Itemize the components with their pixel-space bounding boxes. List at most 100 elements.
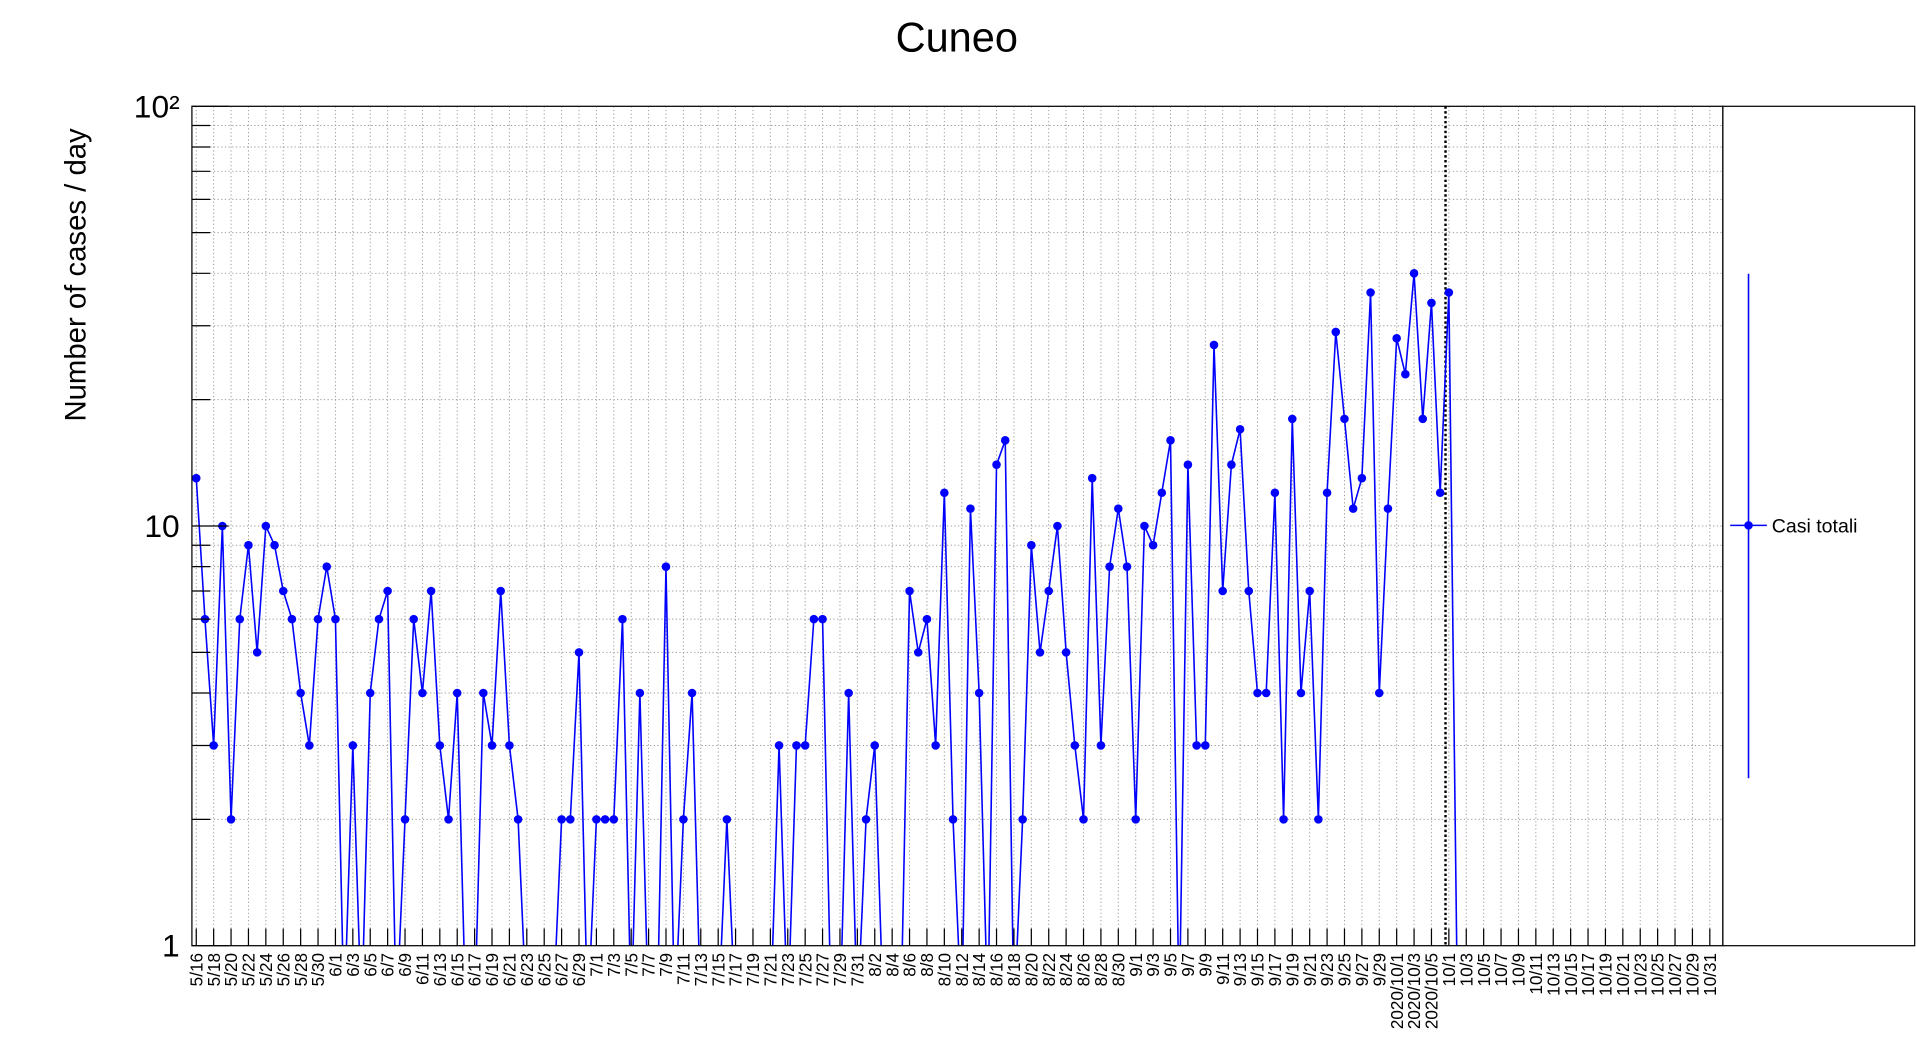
data-point — [400, 815, 410, 824]
data-point — [635, 688, 645, 698]
x-tick-label: 10/25 — [1649, 953, 1668, 996]
x-tick-label: 5/18 — [205, 953, 224, 986]
x-tick-label: 9/5 — [1162, 953, 1181, 977]
legend-box — [1722, 105, 1916, 947]
data-point — [1374, 688, 1384, 698]
data-point — [1296, 688, 1306, 698]
data-point — [800, 741, 810, 750]
x-tick-label: 8/4 — [883, 953, 902, 977]
data-point — [1340, 414, 1349, 424]
x-tick-label: 10/11 — [1527, 953, 1546, 995]
x-tick-label: 7/31 — [848, 953, 867, 986]
data-point — [1322, 488, 1332, 498]
x-tick-label: 7/25 — [796, 953, 815, 986]
data-point — [496, 586, 505, 596]
data-point — [913, 648, 923, 657]
data-point — [992, 460, 1001, 469]
y-tick-label: 10 — [144, 508, 179, 544]
data-point — [1383, 504, 1393, 513]
x-tick-label: 7/1 — [588, 953, 607, 977]
data-point — [974, 688, 984, 698]
data-point — [487, 741, 497, 750]
x-tick-label: 8/6 — [901, 953, 920, 977]
data-point — [609, 815, 619, 824]
x-tick-label: 5/28 — [292, 953, 311, 986]
data-point — [1166, 436, 1175, 445]
x-tick-label: 7/19 — [744, 953, 763, 986]
data-point — [600, 815, 610, 824]
x-tick-label: 10/31 — [1701, 953, 1720, 996]
data-point — [287, 614, 297, 624]
data-point — [365, 688, 375, 698]
data-point — [679, 815, 688, 824]
data-point — [618, 614, 627, 624]
data-point — [1070, 741, 1080, 750]
data-point — [1079, 815, 1088, 824]
data-point — [1401, 369, 1410, 379]
x-tick-label: 10/1 — [1440, 953, 1459, 986]
data-point — [1105, 562, 1114, 571]
data-point — [305, 741, 314, 750]
x-tick-label: 10/9 — [1510, 953, 1529, 986]
x-tick-label: 10/21 — [1614, 953, 1633, 996]
data-point — [374, 614, 384, 624]
x-tick-label: 8/22 — [1040, 953, 1059, 986]
x-tick-label: 10/19 — [1597, 953, 1616, 996]
x-tick-label: 10/29 — [1684, 953, 1703, 996]
x-tick-label: 10/13 — [1544, 953, 1563, 996]
x-tick-label: 6/13 — [431, 953, 450, 986]
data-point — [1261, 688, 1271, 698]
data-point — [435, 741, 445, 750]
data-point — [1305, 586, 1314, 596]
legend: Casi totali — [1730, 273, 1858, 779]
data-point — [479, 688, 488, 698]
data-point — [1201, 741, 1210, 750]
x-tick-label: 9/25 — [1336, 953, 1355, 986]
data-point — [278, 586, 288, 596]
x-tick-label: 8/2 — [866, 953, 885, 977]
x-tick-label: 8/16 — [988, 953, 1007, 986]
x-tick-label: 7/27 — [814, 953, 833, 986]
data-point — [592, 815, 601, 824]
data-point — [444, 815, 453, 824]
x-tick-label: 6/29 — [570, 953, 589, 986]
data-point — [270, 540, 279, 550]
x-tick-label: 6/15 — [448, 953, 467, 986]
x-tick-label: 9/15 — [1249, 953, 1268, 986]
x-tick-label: 7/3 — [605, 953, 624, 977]
data-point — [1183, 460, 1193, 469]
data-point — [1157, 488, 1167, 498]
data-point — [1061, 648, 1071, 657]
data-point — [296, 688, 305, 698]
x-tick-label: 7/29 — [831, 953, 850, 986]
data-point — [722, 815, 732, 824]
data-point — [1444, 288, 1454, 297]
x-tick-label: 7/13 — [692, 953, 711, 986]
x-tick-label: 7/7 — [640, 953, 659, 977]
data-point — [1235, 425, 1245, 434]
data-point — [1131, 815, 1140, 824]
data-point — [1018, 815, 1027, 824]
legend-marker — [1744, 521, 1753, 530]
y-tick-label: 1 — [162, 928, 180, 964]
data-point — [966, 504, 975, 513]
data-point — [1114, 504, 1123, 513]
data-point — [313, 614, 323, 624]
data-point — [1270, 488, 1280, 498]
data-point — [1418, 414, 1428, 424]
x-tick-label: 6/25 — [535, 953, 554, 986]
data-point — [1435, 488, 1445, 498]
x-tick-label: 10/5 — [1475, 953, 1494, 986]
x-tick-label: 6/5 — [361, 953, 380, 977]
data-point — [661, 562, 671, 571]
x-tick-label: 2020/10/3 — [1405, 953, 1424, 1029]
x-tick-label: 8/14 — [970, 953, 989, 986]
data-point — [940, 488, 949, 498]
x-tick-label: 9/13 — [1231, 953, 1250, 986]
x-tick-label: 6/27 — [553, 953, 572, 986]
x-tick-label: 9/9 — [1196, 953, 1215, 977]
data-point — [383, 586, 392, 596]
data-point — [1096, 741, 1106, 750]
data-point — [566, 815, 575, 824]
x-tick-label: 8/26 — [1075, 953, 1094, 986]
